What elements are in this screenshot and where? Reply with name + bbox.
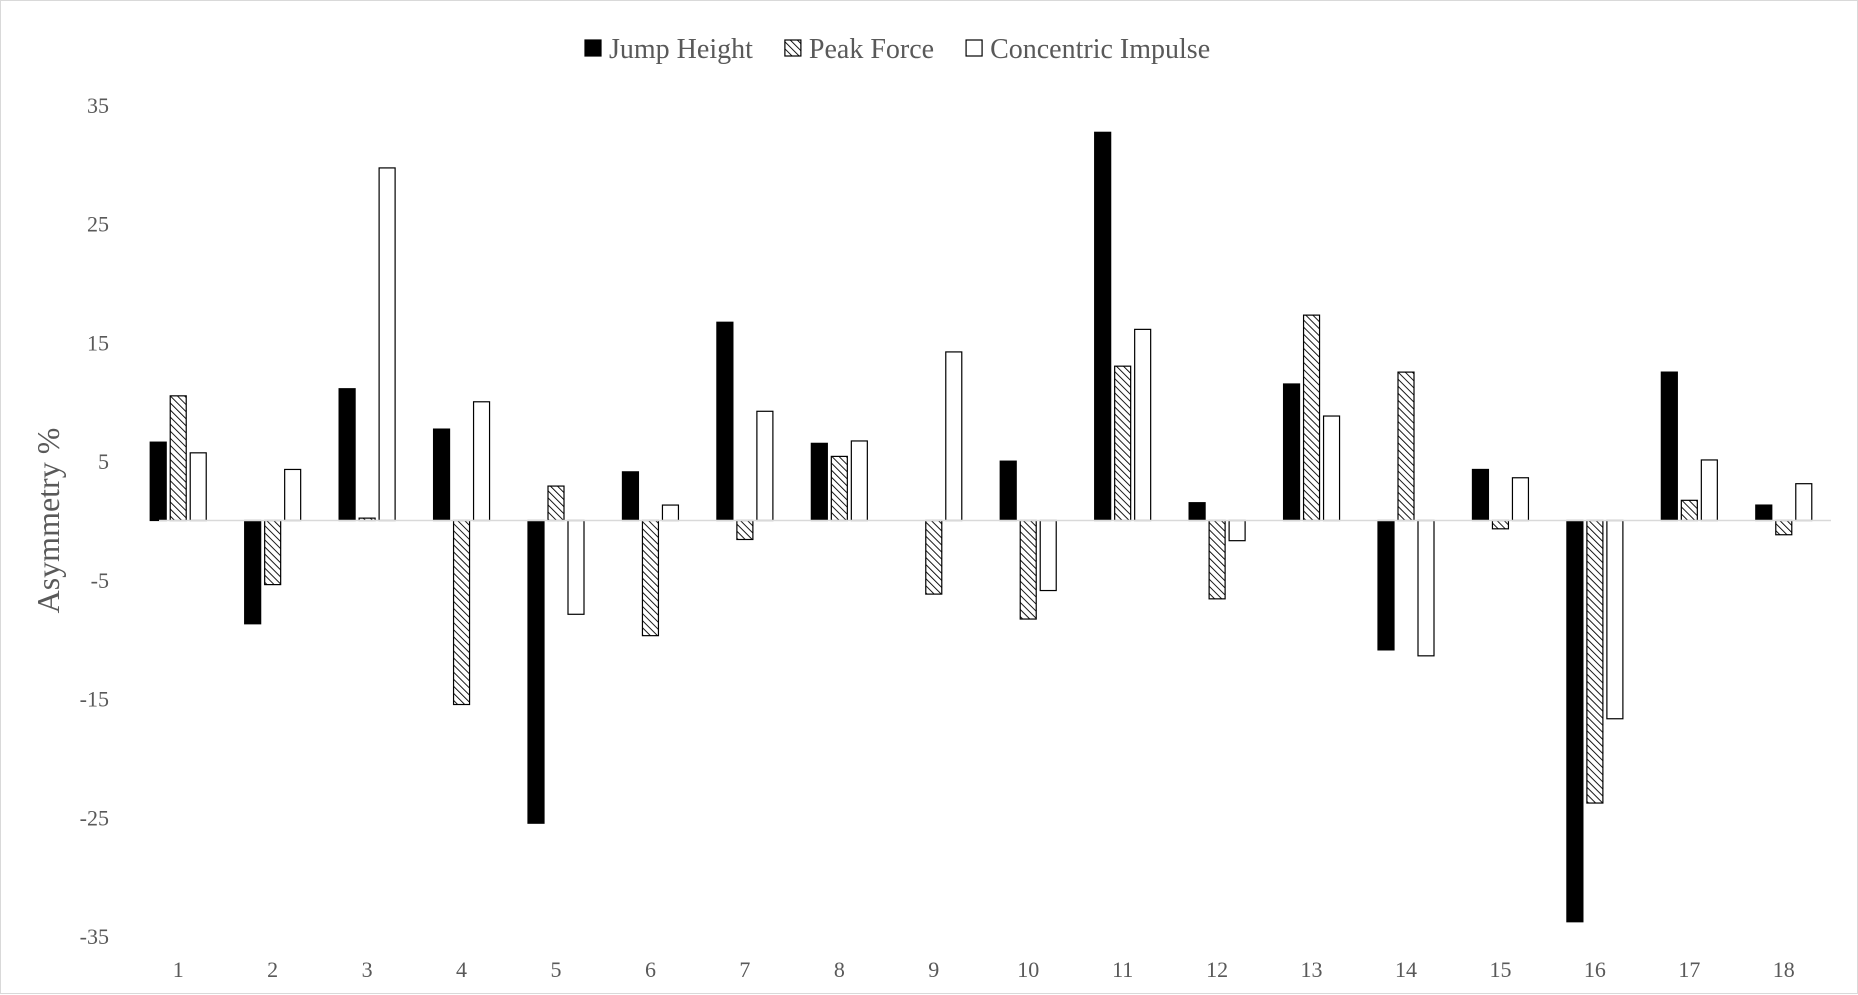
y-tick-label: -15 — [80, 687, 109, 712]
bar — [1606, 519, 1624, 720]
bar — [169, 395, 187, 522]
bar — [1114, 365, 1132, 522]
x-tick-label: 1 — [173, 957, 184, 982]
legend-item: Jump Height — [584, 34, 753, 65]
bar — [378, 167, 396, 522]
bar — [1397, 371, 1415, 522]
bar — [1775, 519, 1793, 536]
bar — [1302, 314, 1321, 522]
y-tick-label: 35 — [87, 93, 109, 118]
bar — [925, 519, 943, 595]
x-tick-label: 16 — [1584, 957, 1606, 982]
bar — [284, 468, 302, 522]
x-tick-label: 14 — [1395, 957, 1417, 982]
legend: Jump Height Peak Force Concentric Impulse — [584, 34, 1210, 65]
bar — [945, 351, 963, 522]
y-axis: 35 25 15 5 -5 -15 -25 -35 Asymmetry % — [30, 93, 109, 949]
x-tick-label: 5 — [551, 957, 562, 982]
x-tick-label: 12 — [1206, 957, 1228, 982]
bar — [1282, 383, 1301, 522]
x-axis: 1 2 3 4 5 6 7 8 9 10 11 12 13 14 15 16 17 18 — [173, 957, 1795, 982]
legend-label: Concentric Impulse — [990, 34, 1210, 65]
x-tick-label: 9 — [928, 957, 939, 982]
x-tick-label: 11 — [1112, 957, 1133, 982]
bar — [1094, 131, 1112, 522]
x-tick-label: 10 — [1017, 957, 1039, 982]
series-concentric-impulse — [189, 167, 1813, 720]
bar — [452, 519, 471, 706]
bar — [999, 460, 1017, 522]
x-tick-label: 3 — [362, 957, 373, 982]
y-tick-label: 15 — [87, 330, 109, 355]
bar — [850, 440, 868, 522]
bar — [621, 471, 640, 522]
x-tick-label: 15 — [1489, 957, 1511, 982]
bar — [1795, 483, 1813, 522]
bar — [1039, 519, 1057, 592]
bar — [661, 504, 680, 522]
bar — [756, 410, 774, 522]
bar — [810, 442, 828, 522]
legend-label: Peak Force — [809, 34, 934, 65]
bar — [1188, 502, 1206, 522]
y-axis-title: Asymmetry % — [30, 428, 66, 614]
bar — [1228, 519, 1246, 542]
bar — [1586, 519, 1604, 804]
x-tick-label: 7 — [739, 957, 750, 982]
x-tick-label: 8 — [834, 957, 845, 982]
x-tick-label: 18 — [1773, 957, 1795, 982]
bar — [567, 519, 585, 615]
bar — [1208, 519, 1226, 600]
bar — [1491, 519, 1510, 530]
bar — [641, 519, 660, 637]
bar — [1566, 519, 1584, 923]
legend-item: Peak Force — [784, 34, 934, 65]
legend-swatch — [784, 39, 802, 57]
series-peak-force — [169, 314, 1793, 804]
bar — [338, 388, 356, 522]
bar — [244, 519, 262, 625]
bar — [1755, 504, 1773, 522]
x-tick-label: 4 — [456, 957, 467, 982]
x-tick-label: 6 — [645, 957, 656, 982]
bar — [1700, 459, 1718, 522]
bar — [264, 519, 282, 586]
x-tick-label: 2 — [267, 957, 278, 982]
x-tick-label: 13 — [1301, 957, 1323, 982]
series-jump-height — [149, 131, 1773, 923]
bar — [1660, 371, 1678, 522]
x-tick-label: 17 — [1678, 957, 1700, 982]
bar — [830, 455, 848, 522]
bar — [1511, 477, 1530, 522]
bar — [547, 485, 565, 522]
bar — [1322, 415, 1341, 522]
y-tick-label: 25 — [87, 212, 109, 237]
y-tick-label: -35 — [80, 924, 109, 949]
bars — [149, 131, 1813, 923]
legend-swatch — [965, 39, 983, 57]
legend-label: Jump Height — [609, 34, 753, 65]
y-tick-label: -5 — [91, 568, 109, 593]
bar — [527, 519, 545, 824]
bar — [716, 321, 734, 522]
bar — [1680, 499, 1698, 522]
bar — [1134, 328, 1152, 522]
y-tick-label: 5 — [98, 449, 109, 474]
legend-swatch — [584, 39, 602, 57]
bar — [1377, 519, 1395, 651]
bar — [1417, 519, 1435, 657]
bar — [472, 401, 491, 522]
bar — [189, 452, 207, 522]
bar — [1019, 519, 1037, 620]
y-tick-label: -25 — [80, 805, 109, 830]
bar — [736, 519, 754, 541]
bar — [1471, 468, 1490, 522]
bar — [149, 441, 167, 522]
bar — [432, 428, 451, 522]
legend-item: Concentric Impulse — [965, 34, 1210, 65]
